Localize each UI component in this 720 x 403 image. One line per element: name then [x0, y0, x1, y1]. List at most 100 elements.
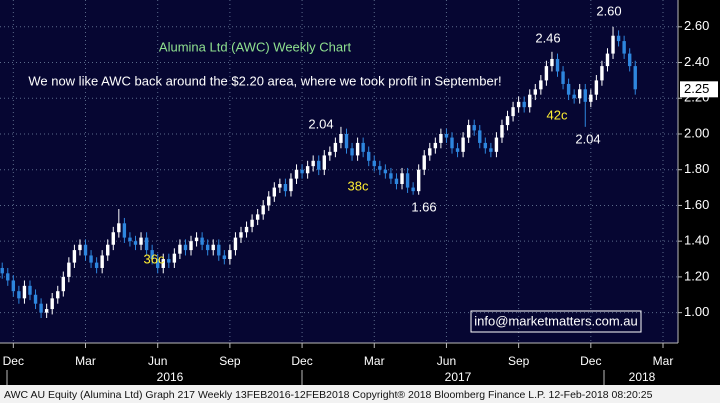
candle-body: [550, 58, 554, 67]
x-tick-label: Jun: [148, 354, 167, 368]
candle-body: [111, 232, 115, 245]
candle-body: [11, 280, 16, 292]
candle-body: [622, 41, 626, 54]
candle-body: [161, 259, 165, 268]
candle-body: [6, 273, 10, 281]
candle-body: [444, 133, 449, 138]
email-box: [470, 310, 642, 333]
candle-body: [133, 241, 138, 245]
candle-body: [205, 244, 210, 251]
candle-body: [528, 94, 532, 108]
candle-body: [505, 116, 510, 126]
candle-body: [261, 205, 265, 215]
annotation: 42c: [547, 107, 568, 122]
candle-body: [144, 237, 149, 251]
candle-body: [472, 125, 476, 131]
annotation: 38c: [348, 178, 369, 193]
candle-body: [561, 71, 565, 84]
x-tick-label: Mar: [364, 354, 385, 368]
grid: [0, 0, 678, 343]
y-tick-label: 1.60: [684, 197, 709, 212]
candle-body: [555, 58, 560, 72]
candle-body: [100, 255, 104, 268]
candle-body: [167, 259, 171, 263]
candle-body: [106, 244, 110, 256]
candle-body: [583, 89, 587, 102]
y-tick-label: 1.20: [684, 268, 709, 283]
candle-body: [333, 142, 338, 152]
candle-body: [450, 137, 454, 149]
candle-body: [244, 226, 249, 233]
candle-body: [600, 66, 604, 81]
candle-body: [33, 294, 38, 304]
candle-body: [483, 142, 488, 149]
candle-body: [94, 262, 99, 268]
year-label: 2016: [157, 370, 184, 384]
candle-body: [611, 35, 615, 54]
candle-body: [50, 298, 54, 310]
candle-body: [117, 223, 121, 233]
candle-body: [17, 291, 21, 299]
y-tick-label: 1.40: [684, 233, 709, 248]
x-tick-label: Dec: [3, 354, 24, 368]
footer: AWC AU Equity (Alumina Ltd) Graph 217 We…: [4, 389, 653, 401]
candle-body: [511, 107, 515, 117]
candle-body: [89, 255, 93, 263]
candle-body: [616, 35, 621, 42]
annotation: 2.04: [308, 116, 333, 131]
last-price-box: [680, 81, 718, 98]
annotation: 36c: [144, 251, 165, 266]
candle-body: [0, 267, 4, 274]
candle-body: [56, 291, 60, 299]
candle-body: [172, 253, 177, 263]
candle-body: [283, 184, 288, 192]
last-price-label: 2.25: [684, 81, 709, 96]
candle-body: [394, 178, 399, 185]
y-tick-label: 2.00: [684, 125, 709, 140]
candle-body: [44, 309, 49, 313]
annotation: 2.46: [535, 30, 560, 45]
x-tick-label: Jun: [437, 354, 456, 368]
candle-body: [416, 169, 421, 192]
candle-body: [228, 250, 232, 260]
candle-body: [572, 94, 576, 99]
plot-background: [0, 0, 678, 343]
candle-body: [633, 66, 637, 90]
candle-body: [516, 101, 521, 108]
y-tick-label: 1.80: [684, 161, 709, 176]
candle-body: [178, 244, 182, 254]
candle-body: [489, 148, 493, 152]
candle-body: [400, 173, 404, 185]
candle-body: [522, 101, 526, 108]
candle-body: [317, 160, 321, 170]
candle-body: [578, 89, 582, 99]
candles: [0, 26, 637, 318]
candle-body: [405, 173, 410, 188]
candle-body: [361, 142, 365, 152]
candle-body: [39, 303, 43, 313]
x-tick-label: Sep: [508, 354, 530, 368]
candle-body: [61, 276, 66, 292]
annotation: 2.60: [596, 3, 621, 18]
candle-body: [78, 244, 82, 251]
x-tick-label: Dec: [291, 354, 312, 368]
x-tick-label: Dec: [580, 354, 601, 368]
candle-body: [500, 125, 504, 138]
candle-body: [122, 223, 127, 238]
candle-body: [239, 232, 243, 238]
x-tick-label: Sep: [219, 354, 241, 368]
candle-body: [544, 66, 549, 81]
candle-body: [428, 148, 432, 156]
candle-body: [328, 151, 332, 156]
candle-body: [267, 196, 271, 206]
candle-body: [378, 166, 382, 170]
candle-body: [478, 130, 482, 143]
candle-body: [272, 187, 277, 197]
candle-body: [189, 241, 193, 251]
candle-body: [72, 250, 77, 263]
candle-body: [422, 155, 426, 170]
candle-body: [367, 151, 371, 161]
candle-body: [439, 133, 443, 143]
y-tick-label: 2.60: [684, 18, 709, 33]
